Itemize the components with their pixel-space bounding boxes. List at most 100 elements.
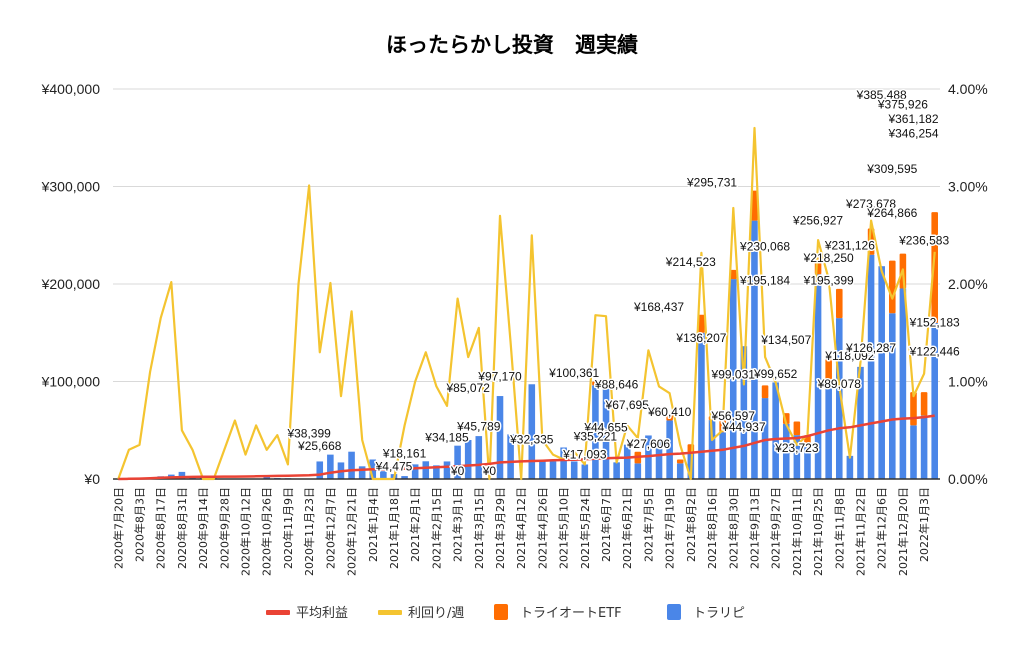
- bar-trarip: [835, 318, 843, 479]
- y-tick-label: ¥0: [83, 471, 100, 487]
- bar-trarip: [475, 436, 483, 479]
- x-tick-label: 2020年7月20日: [111, 487, 125, 569]
- legend-label-triauto-etf: トライオートETF: [520, 606, 622, 621]
- data-label: ¥89,078: [817, 377, 862, 391]
- x-tick-label: 2020年12月21日: [345, 487, 359, 576]
- bar-trarip: [422, 461, 430, 479]
- x-tick-label: 2021年8月16日: [705, 487, 719, 569]
- bar-trarip: [549, 461, 557, 479]
- data-label: ¥230,068: [739, 240, 790, 254]
- bar-trarip: [676, 463, 684, 479]
- legend: 平均利益 利回り/週 トライオートETF トラリピ: [266, 604, 745, 621]
- data-label: ¥346,254: [887, 126, 938, 140]
- bar-trarip: [772, 382, 779, 479]
- bar-triauto-etf: [889, 260, 896, 314]
- data-labels: ¥38,399 ¥85,072 ¥45,789 ¥0 ¥0 ¥34,185 ¥25,668 ¥…: [285, 87, 962, 480]
- x-tick-label: 2021年12月6日: [875, 487, 889, 569]
- x-tick-label: 2020年11月23日: [302, 487, 316, 576]
- data-label: ¥45,789: [456, 419, 501, 433]
- data-label: ¥67,695: [605, 398, 650, 412]
- bar-trarip: [348, 451, 355, 479]
- bar-trarip: [698, 332, 705, 479]
- bar-trarip: [496, 396, 504, 479]
- bar-trarip: [464, 440, 472, 479]
- bar-triauto-etf: [793, 421, 801, 436]
- data-label: ¥4,475: [375, 460, 413, 474]
- data-label: ¥118,092: [824, 349, 874, 363]
- bar-trarip: [814, 274, 822, 479]
- data-label: ¥17,093: [562, 447, 607, 461]
- x-tick-label: 2021年1月18日: [387, 487, 401, 569]
- lines: [117, 126, 936, 481]
- x-tick-label: 2021年1月4日: [366, 487, 380, 562]
- x-tick-label: 2021年6月7日: [599, 487, 613, 562]
- y2-tick-label: 0.00%: [948, 471, 988, 487]
- data-label: ¥256,927: [792, 213, 843, 227]
- line-average-profit: [118, 414, 935, 481]
- x-tick-label: 2021年3月29日: [493, 487, 507, 569]
- bar-trarip: [634, 463, 642, 479]
- data-label: ¥100,361: [548, 366, 599, 380]
- bar-triauto-etf: [931, 212, 938, 323]
- chart-title: ほったらかし投資 週実績: [386, 33, 638, 57]
- bar-triauto-etf: [729, 269, 737, 280]
- bar-trarip: [761, 398, 769, 479]
- y2-tick-label: 3.00%: [948, 179, 988, 195]
- data-label: ¥273,678: [845, 197, 896, 211]
- data-label: ¥34,185: [424, 431, 469, 445]
- x-tick-label: 2020年8月3日: [133, 487, 147, 562]
- y2-tick-label: 2.00%: [948, 276, 988, 292]
- line-yield-per-week: [117, 126, 936, 481]
- bar-trarip: [740, 346, 748, 479]
- bar-trarip: [443, 461, 451, 479]
- data-label: ¥44,655: [583, 420, 628, 434]
- x-tick-label: 2020年10月12日: [239, 487, 253, 576]
- bar-trarip: [539, 459, 546, 479]
- bar-triauto-etf: [751, 190, 758, 221]
- x-tick-label: 2021年3月1日: [451, 487, 465, 562]
- x-tick-label: 2021年8月30日: [726, 487, 740, 569]
- x-tick-label: 2021年12月20日: [896, 487, 910, 576]
- bar-trarip: [719, 432, 726, 479]
- bar-trarip: [581, 464, 589, 479]
- data-label: ¥27,606: [626, 437, 671, 451]
- legend-swatch-triauto-etf: [494, 604, 508, 620]
- y2-tick-label: 1.00%: [948, 374, 988, 390]
- bar-trarip: [623, 444, 631, 479]
- data-label: ¥264,866: [866, 206, 917, 220]
- bar-trarip: [602, 381, 610, 479]
- data-label: ¥231,126: [824, 239, 875, 253]
- bar-trarip: [782, 423, 790, 479]
- bar-trarip: [846, 455, 854, 479]
- x-tick-label: 2021年9月13日: [747, 487, 761, 569]
- data-label: ¥195,399: [803, 273, 854, 287]
- bar-trarip: [178, 471, 186, 479]
- x-tick-label: 2021年4月26日: [535, 487, 549, 569]
- bar-trarip: [857, 366, 864, 479]
- bar-trarip: [920, 415, 928, 479]
- bar-trarip: [507, 434, 514, 479]
- legend-label-average-profit: 平均利益: [296, 606, 348, 621]
- bar-trarip: [878, 266, 885, 479]
- data-label: ¥0: [450, 464, 465, 478]
- bar-trarip: [560, 447, 567, 479]
- data-label: ¥122,446: [909, 345, 960, 359]
- data-label: ¥88,646: [594, 378, 639, 392]
- data-label: ¥152,183: [909, 316, 960, 330]
- data-label: ¥236,583: [898, 233, 949, 247]
- x-tick-label: 2021年8月2日: [684, 487, 698, 562]
- legend-swatch-trarip: [667, 604, 681, 620]
- bar-trarip: [655, 440, 663, 479]
- data-label: ¥214,523: [665, 255, 716, 269]
- x-tick-label: 2021年6月21日: [620, 487, 634, 569]
- y-tick-label: ¥100,000: [41, 374, 101, 390]
- data-label: ¥99,652: [753, 367, 798, 381]
- bar-trarip: [358, 466, 366, 479]
- bar-trarip: [867, 254, 875, 479]
- y-tick-label: ¥200,000: [41, 276, 101, 292]
- data-label: ¥309,595: [866, 162, 917, 176]
- data-label: ¥134,507: [760, 333, 811, 347]
- data-label: ¥23,723: [774, 441, 819, 455]
- bar-trarip: [729, 279, 737, 479]
